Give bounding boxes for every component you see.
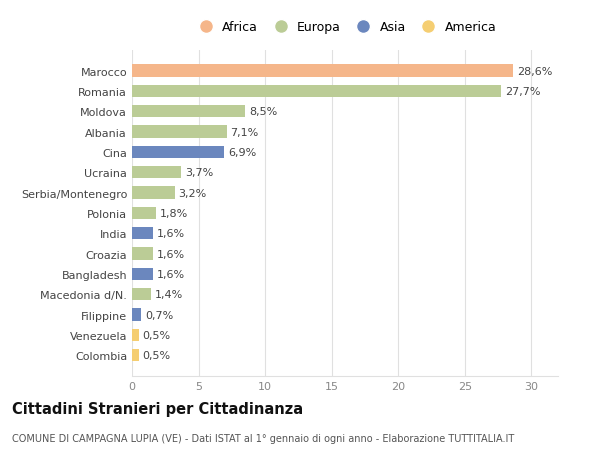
Text: Cittadini Stranieri per Cittadinanza: Cittadini Stranieri per Cittadinanza bbox=[12, 401, 303, 416]
Text: 28,6%: 28,6% bbox=[517, 67, 552, 76]
Text: 6,9%: 6,9% bbox=[228, 148, 256, 157]
Bar bbox=[132, 329, 139, 341]
Bar bbox=[132, 268, 154, 280]
Bar bbox=[132, 85, 501, 98]
Bar bbox=[132, 289, 151, 301]
Bar bbox=[132, 126, 227, 138]
Bar bbox=[132, 187, 175, 199]
Text: 0,5%: 0,5% bbox=[143, 330, 171, 340]
Bar bbox=[132, 106, 245, 118]
Text: 1,6%: 1,6% bbox=[157, 249, 185, 259]
Legend: Africa, Europa, Asia, America: Africa, Europa, Asia, America bbox=[194, 21, 496, 34]
Text: 0,5%: 0,5% bbox=[143, 351, 171, 360]
Bar bbox=[132, 248, 154, 260]
Bar bbox=[132, 167, 181, 179]
Text: 8,5%: 8,5% bbox=[249, 107, 277, 117]
Bar bbox=[132, 65, 513, 78]
Text: 7,1%: 7,1% bbox=[230, 127, 259, 137]
Bar bbox=[132, 228, 154, 240]
Text: 1,4%: 1,4% bbox=[155, 290, 183, 300]
Bar bbox=[132, 146, 224, 159]
Text: 3,7%: 3,7% bbox=[185, 168, 214, 178]
Text: 3,2%: 3,2% bbox=[179, 188, 207, 198]
Bar bbox=[132, 309, 142, 321]
Text: 1,6%: 1,6% bbox=[157, 269, 185, 279]
Text: 27,7%: 27,7% bbox=[505, 87, 540, 97]
Bar bbox=[132, 207, 156, 219]
Text: COMUNE DI CAMPAGNA LUPIA (VE) - Dati ISTAT al 1° gennaio di ogni anno - Elaboraz: COMUNE DI CAMPAGNA LUPIA (VE) - Dati IST… bbox=[12, 433, 514, 442]
Text: 0,7%: 0,7% bbox=[145, 310, 173, 320]
Text: 1,6%: 1,6% bbox=[157, 229, 185, 239]
Bar bbox=[132, 349, 139, 362]
Text: 1,8%: 1,8% bbox=[160, 208, 188, 218]
